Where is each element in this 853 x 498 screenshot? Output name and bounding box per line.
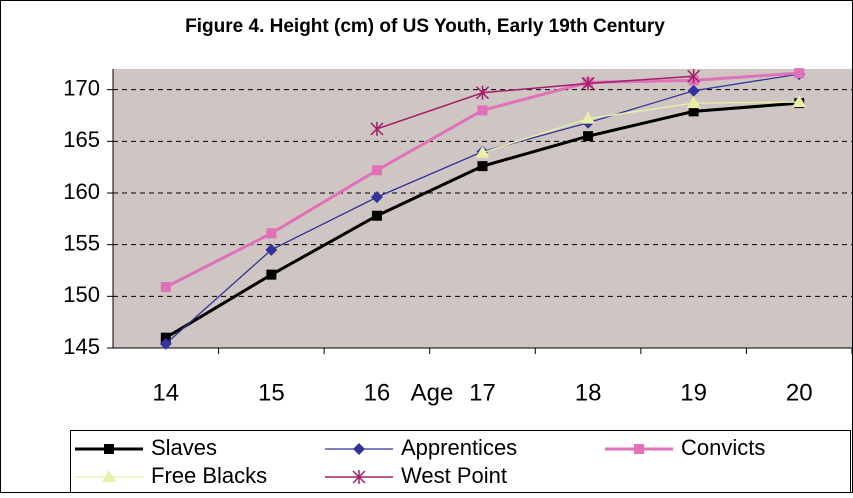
marker bbox=[265, 243, 278, 256]
x-tick-label: 16 bbox=[364, 379, 391, 406]
marker bbox=[102, 470, 116, 482]
marker bbox=[266, 228, 277, 239]
x-tick-label: 20 bbox=[786, 379, 813, 406]
marker bbox=[687, 84, 700, 97]
plot-area bbox=[113, 69, 852, 348]
chart-title: Figure 4. Height (cm) of US Youth, Early… bbox=[185, 16, 665, 37]
y-tick-label: 150 bbox=[63, 282, 100, 307]
legend-label: West Point bbox=[401, 463, 507, 488]
marker bbox=[583, 131, 594, 142]
x-tick-label: 18 bbox=[575, 379, 602, 406]
x-tick-label: 15 bbox=[258, 379, 285, 406]
marker bbox=[370, 121, 384, 136]
marker bbox=[371, 165, 382, 176]
marker bbox=[794, 68, 805, 79]
legend bbox=[70, 430, 851, 493]
series-line bbox=[482, 101, 800, 154]
x-tick-label: 19 bbox=[680, 379, 707, 406]
marker bbox=[687, 69, 701, 84]
y-tick-label: 165 bbox=[63, 127, 100, 152]
marker bbox=[634, 444, 644, 454]
marker bbox=[104, 444, 114, 454]
marker bbox=[352, 470, 366, 484]
y-tick-label: 160 bbox=[63, 179, 100, 204]
marker bbox=[266, 269, 277, 280]
marker bbox=[370, 191, 383, 204]
marker bbox=[475, 145, 490, 158]
marker bbox=[581, 111, 596, 124]
x-tick-label: 14 bbox=[152, 379, 179, 406]
marker bbox=[160, 282, 171, 293]
marker bbox=[159, 337, 172, 350]
marker bbox=[581, 76, 595, 91]
marker bbox=[477, 161, 488, 172]
marker bbox=[792, 95, 807, 108]
marker bbox=[371, 210, 382, 221]
y-tick-label: 145 bbox=[63, 334, 100, 359]
marker bbox=[686, 96, 701, 109]
marker bbox=[477, 105, 488, 116]
series-line bbox=[376, 75, 694, 130]
marker bbox=[688, 106, 699, 117]
y-tick-label: 155 bbox=[63, 230, 100, 255]
marker bbox=[475, 85, 490, 100]
marker bbox=[160, 332, 171, 343]
x-axis-label: Age bbox=[411, 379, 454, 406]
x-tick-label: 17 bbox=[469, 379, 496, 406]
legend-label: Apprentices bbox=[401, 435, 517, 460]
legend-label: Slaves bbox=[151, 435, 217, 460]
marker bbox=[353, 443, 365, 455]
legend-label: Convicts bbox=[681, 435, 765, 460]
y-tick-label: 170 bbox=[63, 75, 100, 100]
legend-label: Free Blacks bbox=[151, 463, 267, 488]
